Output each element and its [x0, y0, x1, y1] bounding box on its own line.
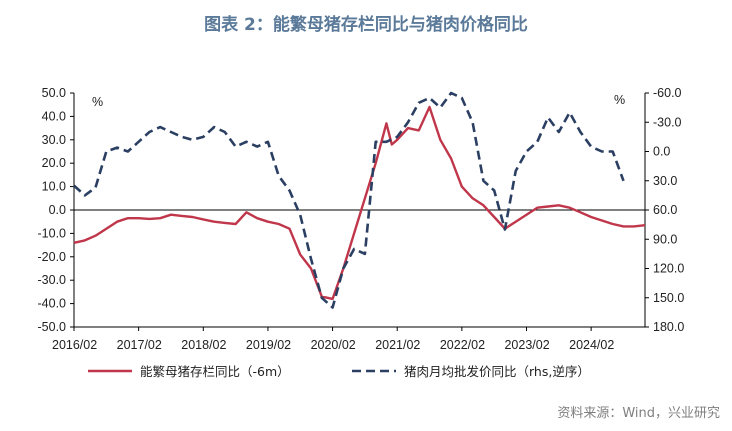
left-tick-label: 0.0 [49, 203, 66, 217]
x-tick-label: 2016/02 [52, 338, 97, 352]
right-tick-label: 150.0 [653, 291, 684, 305]
left-tick-label: 20.0 [42, 156, 66, 170]
series-line-2 [73, 91, 625, 309]
left-tick-label: 50.0 [42, 86, 66, 100]
left-tick-label: 30.0 [42, 133, 66, 147]
x-tick-label: 2017/02 [117, 338, 162, 352]
left-tick-label: -20.0 [38, 250, 67, 264]
left-tick-label: 10.0 [42, 180, 66, 194]
right-tick-label: 90.0 [653, 232, 677, 246]
x-tick-label: 2018/02 [181, 338, 226, 352]
right-tick-label: 30.0 [653, 174, 677, 188]
x-tick-label: 2024/02 [569, 338, 614, 352]
right-tick-label: 0.0 [653, 145, 670, 159]
legend-label-1: 能繁母猪存栏同比（-6m） [140, 364, 290, 379]
left-tick-label: -30.0 [38, 273, 67, 287]
legend-label-2: 猪肉月均批发价同比（rhs,逆序） [404, 364, 590, 379]
right-tick-label: -60.0 [653, 86, 682, 100]
right-tick-label: 120.0 [653, 262, 684, 276]
series-line-1 [73, 105, 646, 301]
x-tick-label: 2023/02 [504, 338, 549, 352]
right-tick-label: 180.0 [653, 320, 684, 334]
left-tick-label: -50.0 [38, 320, 67, 334]
right-tick-label: 60.0 [653, 203, 677, 217]
right-tick-label: -30.0 [653, 115, 682, 129]
x-tick-label: 2019/02 [246, 338, 291, 352]
x-tick-label: 2022/02 [440, 338, 485, 352]
left-tick-label: -10.0 [38, 226, 67, 240]
right-unit-label: % [614, 93, 625, 107]
source-note: 资料来源：Wind，兴业研究 [557, 406, 720, 421]
chart-title: 图表 2：能繁母猪存栏同比与猪肉价格同比 [204, 15, 528, 35]
left-tick-label: -40.0 [38, 297, 67, 311]
x-tick-label: 2021/02 [375, 338, 420, 352]
left-tick-label: 40.0 [42, 109, 66, 123]
x-tick-label: 2020/02 [311, 338, 356, 352]
left-unit-label: % [92, 95, 103, 109]
